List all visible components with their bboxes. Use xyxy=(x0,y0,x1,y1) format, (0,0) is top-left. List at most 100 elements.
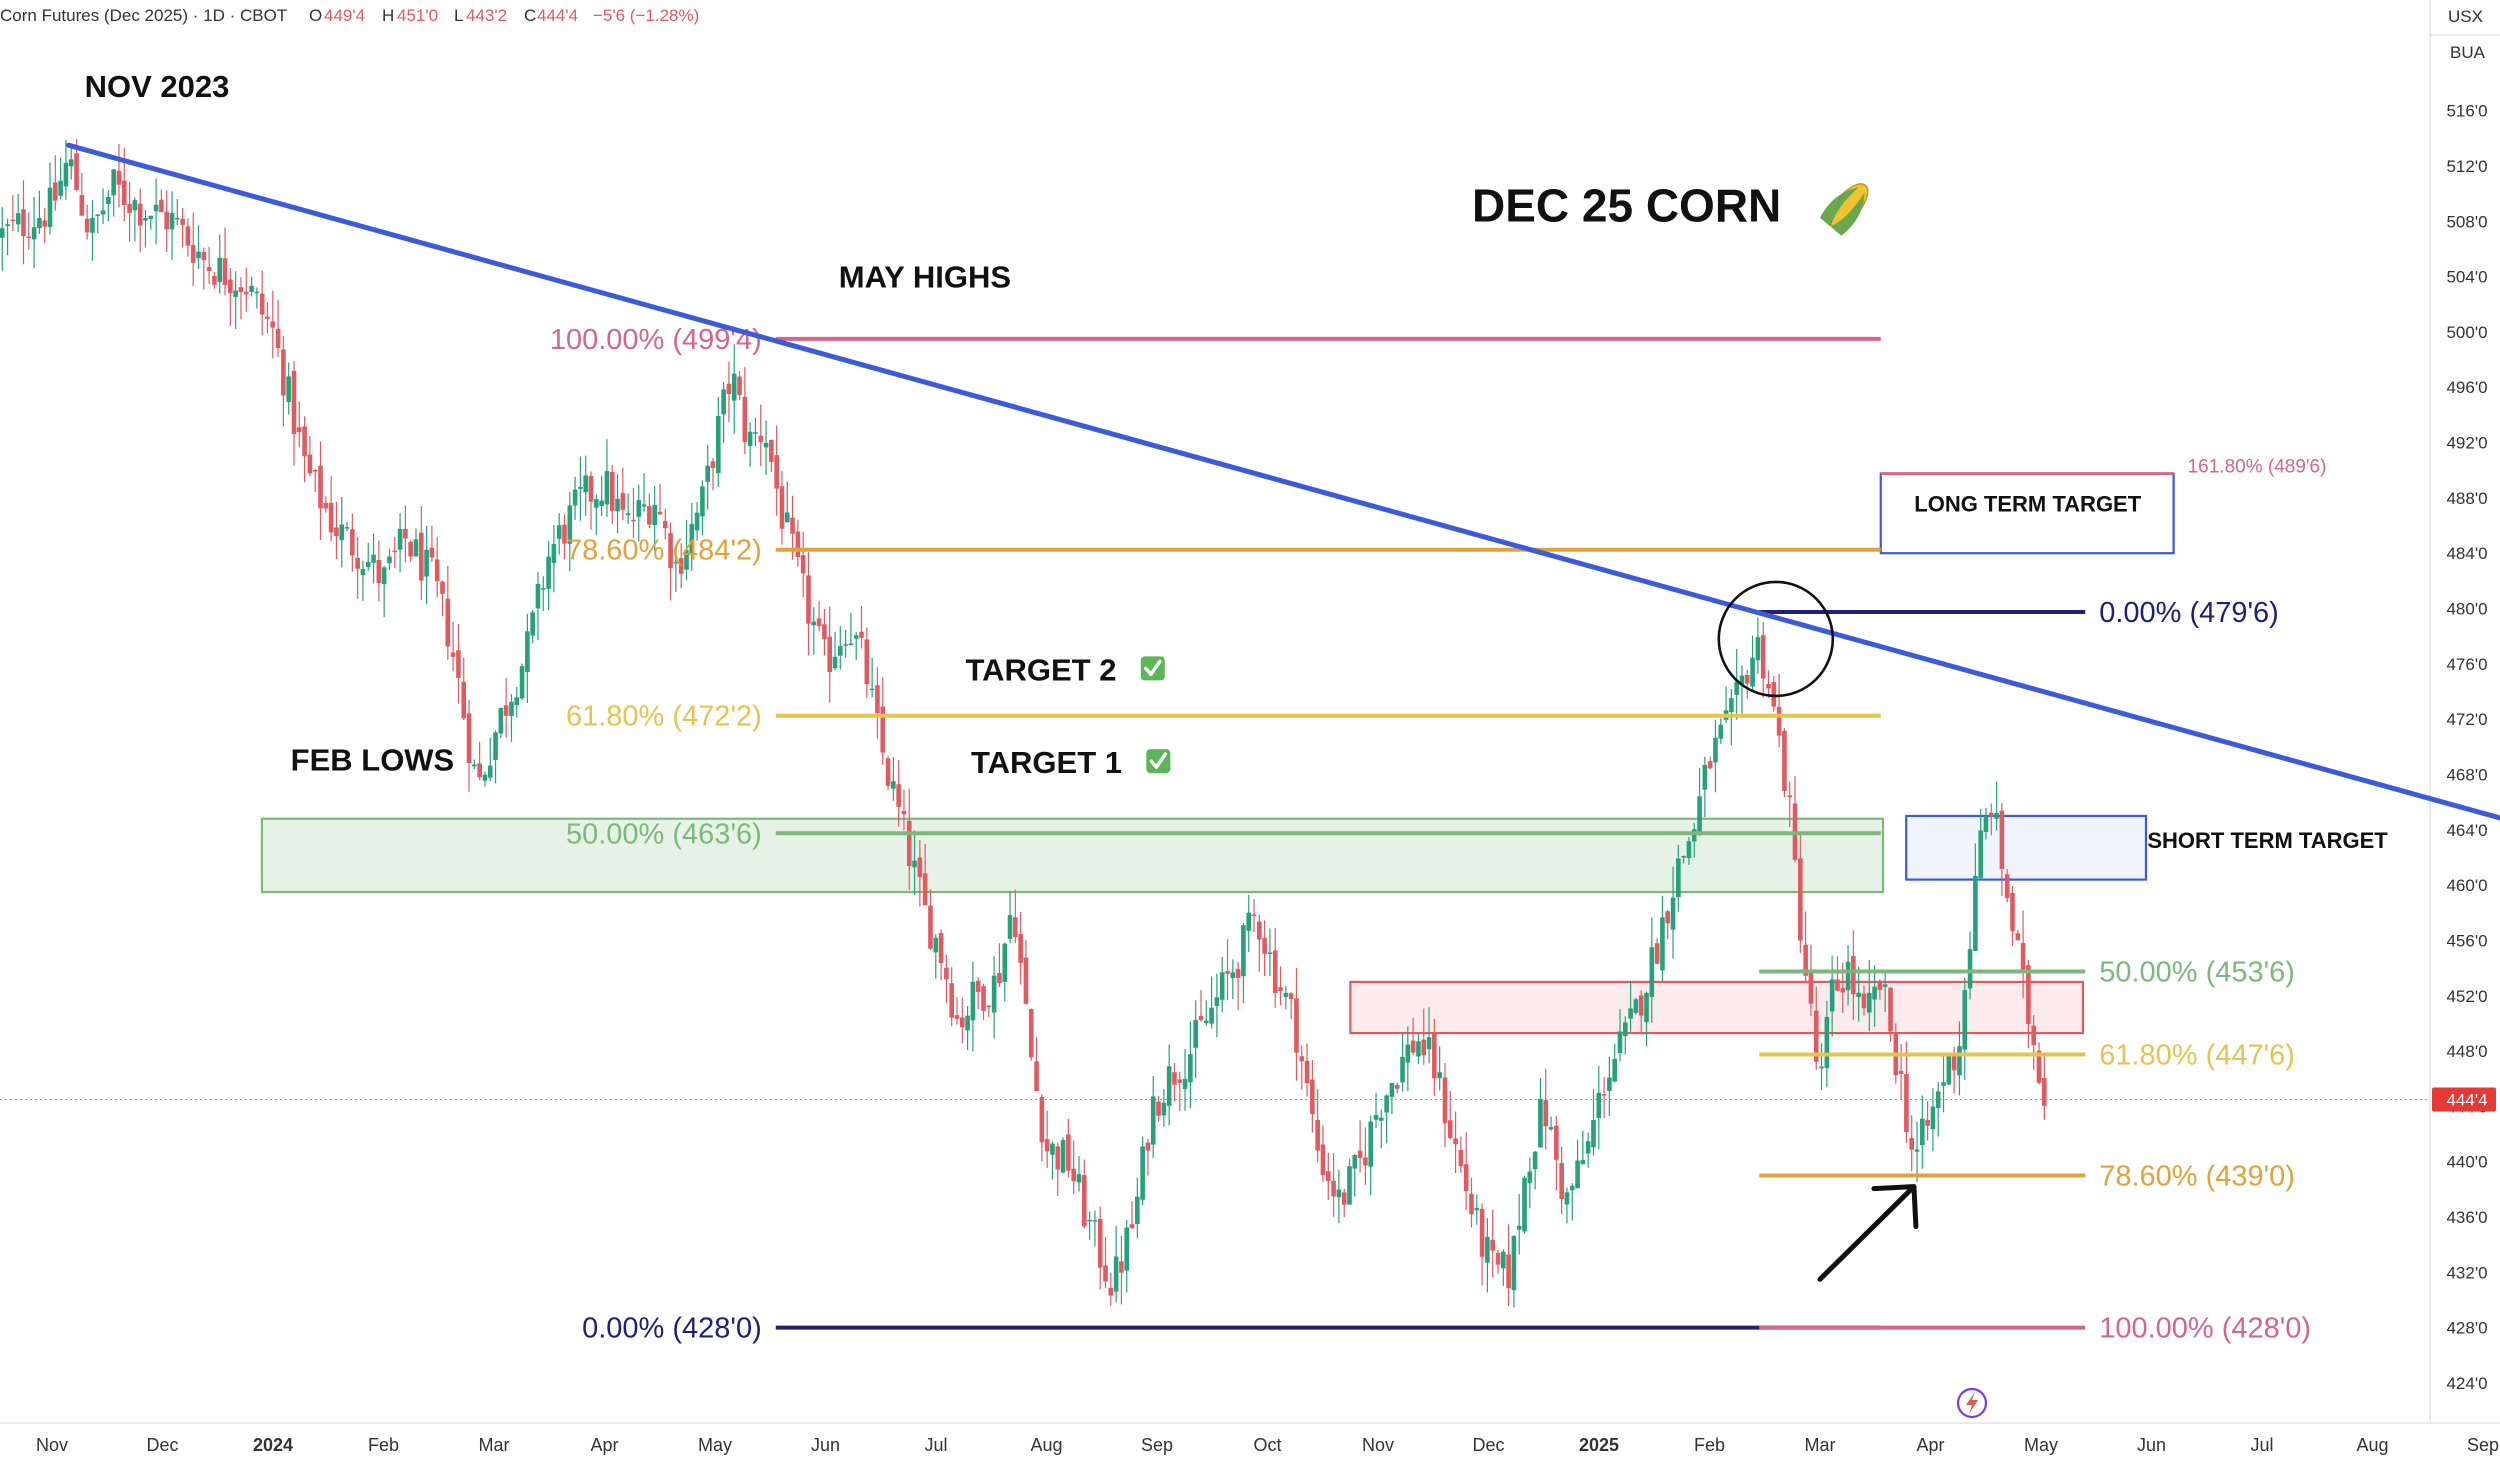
candle-body xyxy=(684,550,689,570)
candle-body xyxy=(1219,972,1225,1000)
candle-body xyxy=(848,643,854,645)
candle-body xyxy=(371,554,376,563)
candle-body xyxy=(1039,1097,1045,1143)
fib-level-label: 61.80% (447'6) xyxy=(2099,1040,2295,1072)
candle-body xyxy=(1935,1091,1941,1108)
y-tick-label: 472'0 xyxy=(2446,710,2487,729)
candle-body xyxy=(2031,1025,2037,1046)
candle-body xyxy=(997,973,1002,984)
candle-body xyxy=(47,187,53,228)
candle-body xyxy=(519,666,525,699)
candle-body xyxy=(620,492,626,510)
fib-level-label: 78.60% (439'0) xyxy=(2099,1161,2295,1193)
candle-body xyxy=(450,652,456,657)
candle-body xyxy=(159,199,164,213)
candle-body xyxy=(1729,698,1734,713)
candle-body xyxy=(758,435,764,443)
candle-body xyxy=(1920,1118,1925,1146)
candle-body xyxy=(1469,1193,1474,1215)
candle-body xyxy=(106,196,111,204)
candle-body xyxy=(1463,1164,1469,1192)
candle-body xyxy=(1559,1163,1564,1199)
candle-body xyxy=(1251,914,1257,917)
candle-body xyxy=(1341,1192,1347,1205)
change-value: −5'6 (−1.28%) xyxy=(593,6,699,25)
candles xyxy=(0,138,2047,1308)
x-tick-label: Apr xyxy=(590,1435,618,1455)
candle-body xyxy=(1554,1125,1559,1160)
candle-body xyxy=(79,195,85,216)
candle-body xyxy=(307,454,313,474)
candle-body xyxy=(482,774,488,781)
candle-body xyxy=(938,933,944,964)
candle-body xyxy=(344,527,350,529)
y-tick-label: 460'0 xyxy=(2446,876,2487,895)
candle-body xyxy=(1527,1171,1533,1183)
candle-body xyxy=(180,218,185,225)
corn-leaf xyxy=(1819,187,1859,227)
annotation-label: LONG TERM TARGET xyxy=(1914,492,2141,517)
y-tick-label: 508'0 xyxy=(2446,212,2487,231)
annotation-label: TARGET 1 xyxy=(971,745,1122,780)
candle-body xyxy=(15,213,21,225)
candle-body xyxy=(1803,944,1808,976)
candle-body xyxy=(641,504,647,507)
open-value: 449'4 xyxy=(324,6,365,25)
candle-body xyxy=(1389,1083,1395,1097)
candle-body xyxy=(1622,1022,1628,1037)
candle-body xyxy=(1782,730,1787,791)
candle-body xyxy=(440,581,445,594)
candle-body xyxy=(1405,1044,1411,1063)
candle-body xyxy=(1851,956,1856,995)
candle-body xyxy=(1060,1139,1066,1173)
candle-body xyxy=(1394,1084,1400,1089)
candle-body xyxy=(1676,858,1681,898)
lightning-icon[interactable] xyxy=(1956,1387,1988,1419)
candle-body xyxy=(1103,1265,1108,1282)
candle-body xyxy=(572,489,578,506)
candle-body xyxy=(291,370,297,435)
x-tick-label: Aug xyxy=(2356,1435,2388,1455)
candle-body xyxy=(53,182,58,201)
candle-body xyxy=(710,461,716,469)
candle-body xyxy=(1888,987,1893,1032)
candle-body xyxy=(1235,968,1241,978)
candle-body xyxy=(657,511,663,515)
candle-body xyxy=(355,557,360,569)
trendline xyxy=(66,142,2500,821)
fib-level-label: 50.00% (453'6) xyxy=(2099,957,2295,989)
current-price-tag xyxy=(2432,1087,2496,1112)
candle-body xyxy=(599,500,604,506)
candle-body xyxy=(434,559,440,582)
candle-body xyxy=(185,226,191,246)
candle-body xyxy=(1771,682,1777,707)
candle-body xyxy=(1617,1031,1623,1054)
candle-body xyxy=(1819,1066,1824,1069)
candle-body xyxy=(604,471,610,505)
candle-body xyxy=(1119,1261,1124,1273)
candle-body xyxy=(1140,1146,1145,1200)
candle-body xyxy=(1320,1144,1326,1176)
candle-body xyxy=(1734,681,1739,695)
candle-body xyxy=(1230,972,1236,979)
candle-body xyxy=(302,426,307,457)
candle-body xyxy=(1050,1143,1055,1155)
candle-body xyxy=(323,503,329,509)
candle-body xyxy=(222,258,228,286)
candle-body xyxy=(58,180,63,196)
candle-body xyxy=(594,499,599,508)
candle-body xyxy=(1453,1138,1458,1145)
symbol-label: Corn Futures (Dec 2025) · 1D · CBOT xyxy=(0,6,287,25)
candle-body xyxy=(694,512,700,531)
candle-body xyxy=(275,328,281,349)
annotation-label: DEC 25 CORN xyxy=(1472,179,1781,231)
candle-body xyxy=(668,533,673,569)
candle-body xyxy=(1379,1117,1384,1121)
candle-body xyxy=(153,204,159,212)
y-tick-label: 516'0 xyxy=(2446,102,2487,121)
candle-body xyxy=(503,705,509,716)
candle-body xyxy=(859,631,864,638)
candle-body xyxy=(615,498,620,512)
candle-body xyxy=(832,656,838,669)
